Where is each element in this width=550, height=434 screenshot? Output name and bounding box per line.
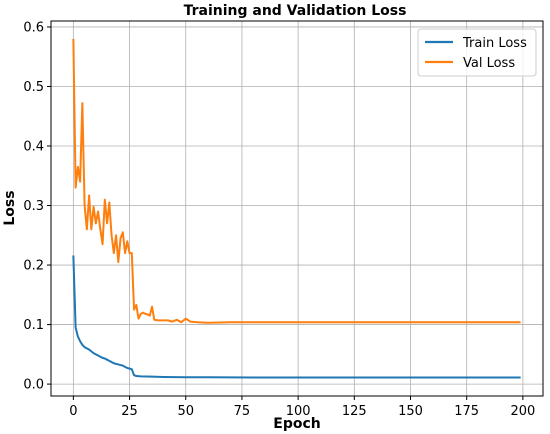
x-tick-label: 125 (342, 404, 367, 419)
x-tick-label: 75 (234, 404, 251, 419)
y-tick-label: 0.6 (23, 20, 44, 35)
y-tick-label: 0.1 (23, 318, 44, 333)
x-axis-label: Epoch (273, 416, 320, 432)
grid (51, 21, 543, 396)
y-tick-label: 0.2 (23, 259, 44, 274)
series-lines (72, 38, 521, 379)
legend-label-train-loss: Train Loss (462, 36, 527, 51)
y-tick-label: 0.0 (23, 378, 44, 393)
y-tick-label: 0.3 (23, 199, 44, 214)
axis-ticks: 0 25 50 75 100 125 150 175 200 0.0 0.1 0.2 0.3 0.4 0.5… (23, 20, 535, 419)
series-line-val-loss (72, 38, 521, 324)
y-axis-label: Loss (2, 190, 18, 225)
y-tick-label: 0.4 (23, 140, 44, 155)
x-tick-label: 25 (121, 404, 138, 419)
series-line-train-loss (72, 255, 521, 379)
x-tick-label: 0 (69, 404, 77, 419)
legend-box (417, 28, 537, 77)
y-tick-label: 0.5 (23, 80, 44, 95)
x-tick-label: 175 (454, 404, 479, 419)
plot-frame (50, 20, 544, 397)
x-tick-label: 100 (286, 404, 311, 419)
legend: Train Loss Val Loss (417, 28, 537, 77)
x-tick-label: 200 (510, 404, 535, 419)
chart-title: Training and Validation Loss (184, 3, 407, 19)
x-tick-label: 50 (177, 404, 194, 419)
x-tick-label: 150 (398, 404, 423, 419)
legend-label-val-loss: Val Loss (463, 56, 515, 71)
